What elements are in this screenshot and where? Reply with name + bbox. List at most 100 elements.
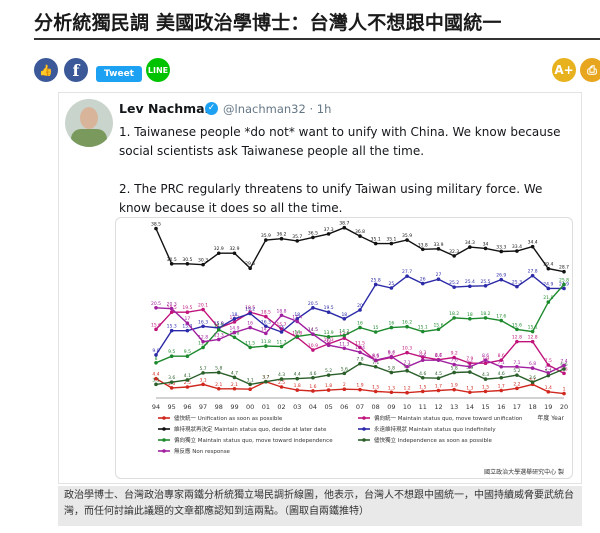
data-label: 9.2 <box>388 351 395 357</box>
data-label: 1.7 <box>435 384 442 390</box>
data-label: 4.3 <box>482 372 489 378</box>
data-point <box>232 375 237 380</box>
data-point <box>279 327 284 331</box>
data-point <box>326 343 331 347</box>
x-tick-label: 19 <box>544 403 552 411</box>
data-label: 16 <box>247 321 253 327</box>
x-tick-label: 10 <box>403 403 411 411</box>
data-label: 12.8 <box>512 335 522 341</box>
data-point <box>169 262 174 266</box>
data-point <box>436 376 441 380</box>
data-point <box>185 321 190 325</box>
data-label: 25.8 <box>371 277 381 283</box>
data-label: 5.8 <box>451 365 458 371</box>
data-point <box>311 375 315 380</box>
data-label: 5.2 <box>513 368 520 374</box>
facebook-share-button[interactable]: f <box>64 58 88 82</box>
x-tick-label: 00 <box>246 403 254 411</box>
font-size-button[interactable]: A+ <box>552 58 576 82</box>
data-label: 38.5 <box>151 222 161 228</box>
data-label: 7.5 <box>545 358 552 364</box>
like-icon[interactable]: 👍 <box>34 58 58 82</box>
data-label: 7.1 <box>498 360 505 366</box>
data-point <box>295 317 300 321</box>
data-point <box>420 329 425 334</box>
line-share-button[interactable]: LINE <box>146 58 170 82</box>
data-point <box>169 328 174 333</box>
data-label: 1.9 <box>451 383 458 389</box>
data-point <box>483 377 488 381</box>
data-label: 7.1 <box>403 360 410 366</box>
data-point <box>546 390 551 394</box>
data-label: 3.1 <box>247 377 254 383</box>
data-label: 14.2 <box>339 329 349 335</box>
data-label: 16 <box>357 321 363 327</box>
data-point <box>295 388 300 392</box>
tweet-handle-time[interactable]: @lnachman32 · 1h <box>223 102 332 116</box>
data-point <box>232 386 237 391</box>
data-point <box>499 388 504 393</box>
tweet-chart-image[interactable]: 94 95 96 97 98 99 00 01 02 03 04 05 06 07 08 09 10 11 12 13… <box>115 217 573 479</box>
data-label: 15.6 <box>151 322 161 328</box>
data-point <box>185 262 190 266</box>
tweet-author-name[interactable]: Lev Nachman <box>119 101 214 116</box>
data-label: 33.8 <box>418 242 428 248</box>
data-point <box>405 350 409 355</box>
data-label: 32.9 <box>214 246 224 252</box>
data-label: 18.8 <box>277 308 287 314</box>
data-point <box>358 387 362 392</box>
data-label: 8.6 <box>372 353 379 359</box>
data-point <box>216 251 221 256</box>
data-point <box>373 364 378 369</box>
data-label: 8.6 <box>498 353 505 359</box>
data-point <box>154 306 158 310</box>
data-label: 1.8 <box>294 383 301 389</box>
data-label: 1.9 <box>356 383 363 389</box>
data-point <box>436 247 441 251</box>
data-label: 3.7 <box>262 375 269 381</box>
data-label: 30.5 <box>167 257 177 263</box>
data-label: 2.5 <box>184 380 191 386</box>
data-point <box>405 390 409 395</box>
data-point <box>562 363 566 368</box>
legend-marker <box>162 416 166 420</box>
x-tick-label: 99 <box>230 403 238 411</box>
data-point <box>515 373 519 377</box>
data-label: 14.5 <box>308 327 318 333</box>
print-button[interactable]: ⎙ <box>580 58 600 82</box>
avatar[interactable] <box>65 99 113 147</box>
data-point <box>499 364 504 369</box>
chart-source: 國立政治大學選舉研究中心 製 <box>484 468 564 476</box>
x-tick-label: 04 <box>309 403 317 411</box>
data-label: 8.6 <box>482 353 489 359</box>
data-point <box>515 364 519 369</box>
data-point <box>279 330 284 334</box>
data-label: 12.8 <box>198 335 208 341</box>
data-label: 17.4 <box>292 314 302 320</box>
tweet-body: 1. Taiwanese people *do not* want to uni… <box>119 123 574 237</box>
data-label: 14.7 <box>261 326 271 332</box>
data-point <box>420 281 425 286</box>
data-point <box>169 354 174 358</box>
data-label: 13.8 <box>292 330 302 336</box>
line-chart: 94 95 96 97 98 99 00 01 02 03 04 05 06 07 08 09 10 11 12 13… <box>151 221 569 476</box>
data-label: 1 <box>563 387 566 393</box>
x-tick-label: 97 <box>199 403 207 411</box>
data-point <box>546 300 551 304</box>
data-label: 25.5 <box>481 279 491 285</box>
data-point <box>248 387 252 391</box>
data-label: 18 <box>294 312 300 318</box>
data-point <box>358 325 362 330</box>
data-label: 15.9 <box>214 321 224 327</box>
data-label: 18.2 <box>449 311 459 317</box>
data-label: 7.4 <box>560 358 567 364</box>
image-caption: 政治學博士、台灣政治專家兩鐵分析統獨立場民調折線圖，他表示，台灣人不想跟中國統一… <box>58 486 582 526</box>
data-label: 5.8 <box>388 365 395 371</box>
data-label: 24.9 <box>543 281 553 287</box>
article-headline: 分析統獨民調 美國政治學博士：台灣人不想跟中國統一 <box>34 12 502 34</box>
data-label: 4.3 <box>278 372 285 378</box>
data-point <box>436 358 441 362</box>
data-point <box>201 345 205 350</box>
data-point <box>452 254 456 258</box>
tweet-share-button[interactable]: Tweet <box>96 66 142 82</box>
